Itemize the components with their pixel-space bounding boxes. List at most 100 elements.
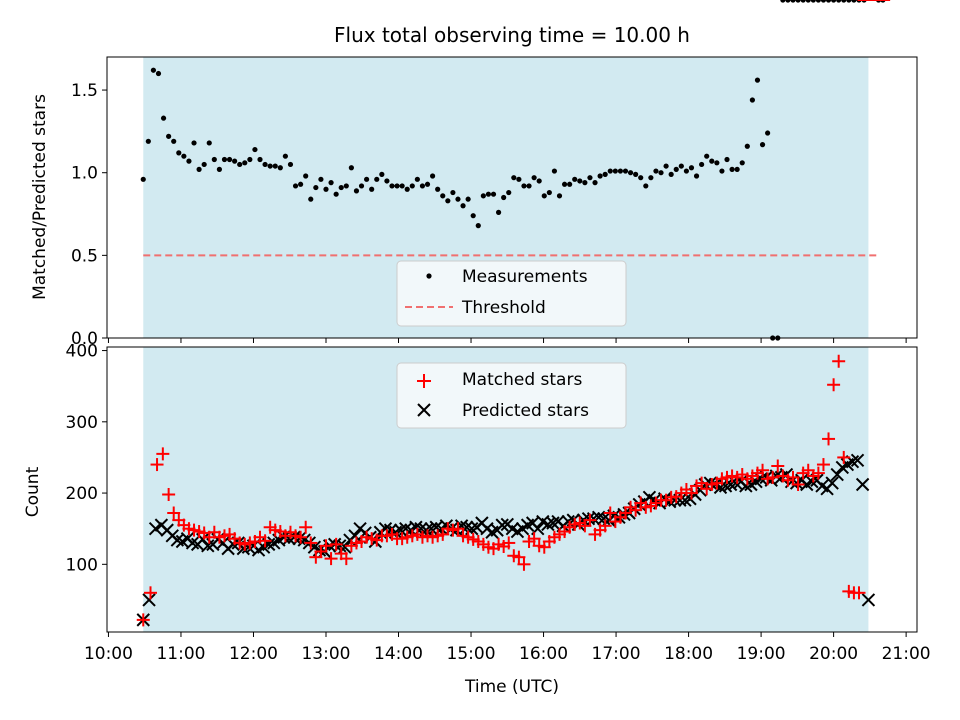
measurement-point <box>440 193 446 199</box>
matched-point <box>756 463 770 477</box>
measurement-point <box>358 183 365 189</box>
measurement-point <box>780 0 786 3</box>
measurement-point <box>287 161 294 168</box>
measurement-point <box>805 0 811 3</box>
measurement-point <box>221 156 228 163</box>
measurement-point <box>257 156 263 163</box>
count-x-tick-label: 17:00 <box>592 644 641 664</box>
measurement-point <box>201 161 207 168</box>
measurement-point <box>414 176 420 182</box>
matched-point <box>786 470 800 484</box>
measurement-point <box>683 168 690 174</box>
measurement-point <box>836 0 842 3</box>
count-y-ticks: 100 200 300 400 <box>66 342 107 575</box>
measurement-point <box>724 156 730 163</box>
matched-point <box>832 354 846 368</box>
measurement-points <box>140 0 886 341</box>
measurement-point <box>475 223 481 229</box>
measurement-point <box>638 175 644 181</box>
measurement-point <box>734 166 740 172</box>
measurement-point <box>216 166 222 172</box>
measurement-point <box>526 183 532 189</box>
measurement-point <box>252 146 258 153</box>
measurement-point <box>536 178 542 184</box>
matched-point <box>512 550 526 564</box>
measurement-point <box>308 196 314 202</box>
measurement-point <box>155 70 162 77</box>
measurement-point <box>521 183 527 189</box>
count-panel: 100 200 300 400 10:00 11:00 12:00 13:00 14:00 15… <box>23 0 931 697</box>
matched-point <box>598 519 612 533</box>
measurement-point <box>846 0 852 3</box>
legend-measurements-label: Measurements <box>462 267 588 287</box>
measurement-point <box>272 163 278 169</box>
measurement-point <box>429 173 436 179</box>
predicted-point <box>591 510 606 524</box>
measurement-point <box>292 183 299 189</box>
ratio-y-ticks: 0.0 0.5 1.0 1.5 <box>71 81 107 349</box>
measurement-point <box>140 176 146 182</box>
measurement-point <box>419 183 426 189</box>
measurement-point <box>186 158 192 164</box>
measurement-point <box>435 186 441 192</box>
predicted-point <box>541 517 555 532</box>
matched-point <box>766 470 780 484</box>
measurement-point <box>719 168 725 174</box>
measurement-point <box>800 0 806 3</box>
predicted-point <box>850 453 865 467</box>
measurement-point <box>693 173 700 179</box>
matched-point <box>451 522 465 536</box>
measurement-point <box>343 183 349 189</box>
matched-point <box>603 506 617 520</box>
count-x-tick-label: 12:00 <box>229 644 278 664</box>
measurement-point <box>460 203 466 209</box>
matched-point <box>791 478 805 492</box>
measurement-point <box>790 0 796 3</box>
measurement-point <box>282 153 288 159</box>
predicted-point <box>185 536 200 550</box>
measurement-point <box>303 173 309 179</box>
measurement-point <box>191 140 197 146</box>
matched-point <box>583 513 597 527</box>
measurement-point <box>673 166 679 172</box>
legend-measurements-marker <box>426 273 432 279</box>
matched-point <box>167 506 181 520</box>
measurement-point <box>602 171 608 177</box>
measurement-point <box>211 156 217 163</box>
measurement-point <box>561 181 568 187</box>
measurement-point <box>384 178 390 184</box>
measurement-point <box>546 189 552 196</box>
predicted-point <box>597 512 611 526</box>
measurement-point <box>556 193 563 199</box>
count-y-tick-label: 100 <box>66 555 98 575</box>
measurement-point <box>617 168 624 174</box>
measurement-point <box>333 191 339 197</box>
count-x-tick-label: 13:00 <box>301 644 350 664</box>
ratio-y-tick-label: 1.5 <box>71 81 98 101</box>
measurement-point <box>658 170 664 176</box>
count-legend: Matched stars Predicted stars <box>396 362 627 429</box>
measurement-point <box>851 0 857 3</box>
count-x-ticks: 10:00 11:00 12:00 13:00 14:00 15:00 16:00 17:00… <box>84 632 931 664</box>
measurement-point <box>516 176 522 182</box>
measurement-point <box>399 183 405 189</box>
legend-matched-label: Matched stars <box>462 370 582 390</box>
matched-point <box>304 536 318 550</box>
matched-point <box>837 450 851 464</box>
matched-point <box>319 539 333 553</box>
count-y-tick-label: 200 <box>66 484 98 504</box>
measurement-point <box>353 188 360 194</box>
ratio-x-ticks <box>107 338 907 343</box>
measurement-point <box>663 163 669 169</box>
ratio-y-axis-label: Matched/Predicted stars <box>30 94 50 300</box>
legend-matched-marker <box>417 374 431 388</box>
measurement-point <box>612 168 618 174</box>
measurement-point <box>754 77 761 83</box>
measurement-point <box>653 168 659 174</box>
measurement-point <box>678 163 684 169</box>
measurement-point <box>364 176 370 182</box>
predicted-point <box>546 516 560 530</box>
measurement-point <box>379 171 385 177</box>
measurement-point <box>825 0 832 3</box>
measurement-point <box>567 181 573 187</box>
